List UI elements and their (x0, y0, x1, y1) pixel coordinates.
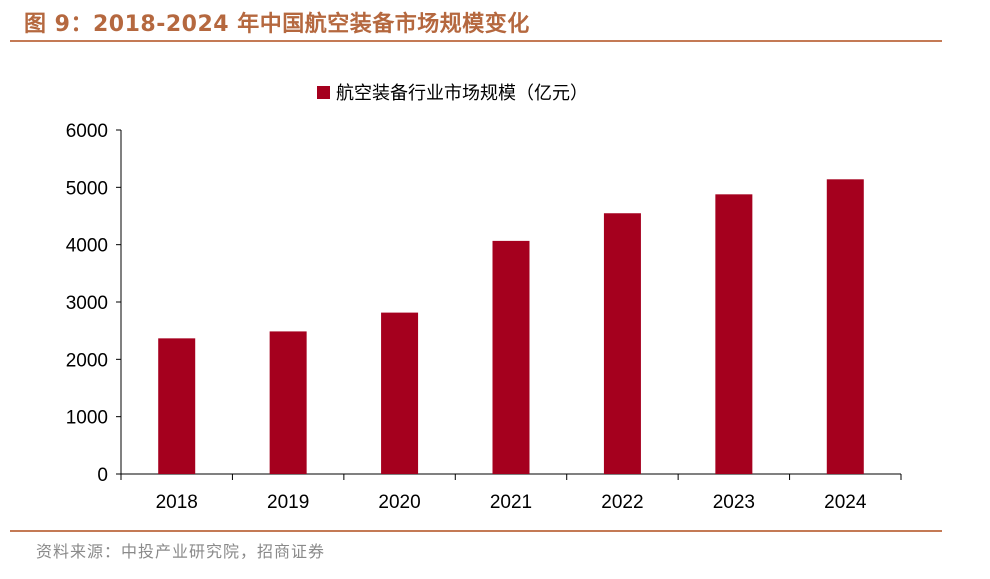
x-tick-label: 2024 (824, 492, 867, 513)
y-tick-label: 4000 (66, 236, 108, 257)
x-tick-label: 2022 (601, 492, 643, 513)
y-axis: 0 1000 2000 3000 4000 5000 6000 (66, 121, 122, 486)
y-tick-label: 6000 (66, 121, 108, 142)
footer-divider (10, 530, 942, 532)
y-tick-label: 5000 (66, 178, 108, 199)
bar-2023 (715, 194, 753, 474)
y-tick-label: 2000 (66, 350, 108, 371)
y-tick-label: 1000 (66, 408, 108, 429)
x-tick-label: 2020 (378, 492, 420, 513)
x-tick-label: 2018 (156, 492, 198, 513)
bar-2020 (381, 312, 419, 474)
bar-2022 (603, 213, 641, 475)
x-tick-label: 2019 (267, 492, 309, 513)
y-tick-label: 3000 (66, 293, 108, 314)
x-tick-label: 2021 (490, 492, 532, 513)
legend-swatch (317, 86, 330, 99)
source-note: 资料来源：中投产业研究院，招商证券 (36, 542, 326, 561)
bar-series (158, 179, 864, 475)
title-divider (10, 40, 942, 42)
bar-2019 (269, 331, 307, 474)
bar-2018 (158, 338, 196, 474)
legend-label: 航空装备行业市场规模（亿元） (336, 83, 588, 104)
x-tick-label: 2023 (713, 492, 755, 513)
bar-2021 (492, 240, 530, 474)
bar-2024 (826, 179, 864, 474)
figure-title: 图 9：2018-2024 年中国航空装备市场规模变化 (24, 12, 530, 37)
chart-legend: 航空装备行业市场规模（亿元） (317, 83, 588, 104)
y-tick-label: 0 (97, 465, 108, 486)
x-axis: 2018 2019 2020 2021 2022 2023 2024 (120, 473, 902, 513)
